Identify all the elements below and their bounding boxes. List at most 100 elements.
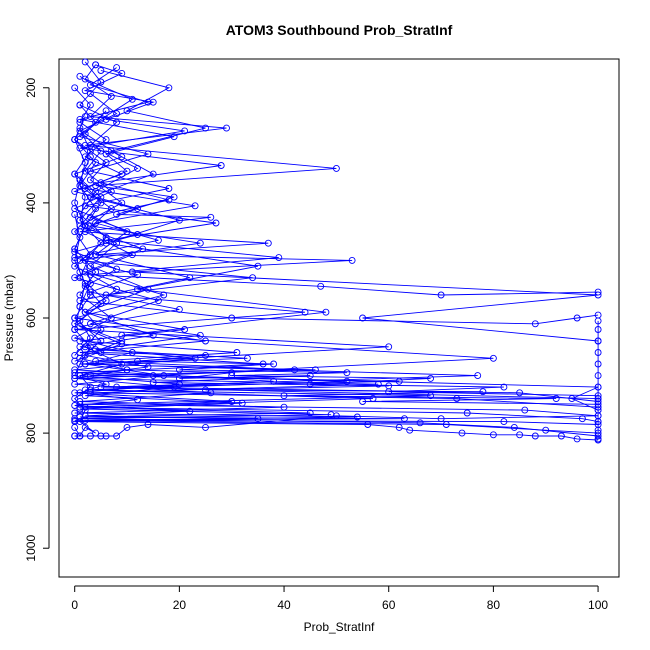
data-point <box>594 337 602 345</box>
x-tick-label: 60 <box>382 598 396 612</box>
data-point <box>97 300 105 308</box>
data-point <box>76 124 84 132</box>
chart-title: ATOM3 Southbound Prob_StratInf <box>226 22 453 38</box>
data-point <box>165 84 173 92</box>
data-point <box>107 205 115 213</box>
data-point <box>86 262 94 270</box>
data-point <box>134 231 141 238</box>
data-point <box>223 124 230 132</box>
data-point <box>86 432 94 440</box>
data-point <box>359 398 367 405</box>
x-tick-label: 20 <box>173 598 187 612</box>
x-axis-label: Prob_StratInf <box>304 620 375 634</box>
data-point <box>395 423 403 431</box>
data-point <box>332 412 340 420</box>
data-point <box>71 228 79 236</box>
data-point <box>81 351 89 359</box>
data-point <box>149 98 157 106</box>
data-point <box>181 127 189 135</box>
data-point <box>76 360 84 368</box>
data-point <box>102 159 110 167</box>
data-point <box>437 415 445 423</box>
data-point <box>385 343 393 351</box>
data-point <box>531 320 539 328</box>
data-point <box>102 297 110 305</box>
data-point <box>86 320 94 328</box>
data-point <box>202 423 209 431</box>
data-point <box>76 233 84 241</box>
data-point <box>71 402 79 409</box>
data-point <box>81 360 89 368</box>
data-point <box>510 423 518 431</box>
data-point <box>306 380 314 388</box>
data-point <box>332 164 340 172</box>
data-point <box>102 136 110 144</box>
data-point <box>170 133 178 141</box>
data-point <box>113 118 121 126</box>
series-7 <box>71 101 602 405</box>
data-point <box>71 136 79 144</box>
series-line <box>78 64 599 296</box>
data-point <box>128 251 136 259</box>
data-point <box>71 432 79 440</box>
data-point <box>474 372 482 380</box>
data-point <box>196 331 204 339</box>
y-tick-label: 800 <box>24 423 38 443</box>
data-point <box>500 383 508 391</box>
data-point <box>144 421 152 428</box>
data-point <box>139 245 147 253</box>
data-point <box>81 202 89 210</box>
data-point <box>228 398 236 405</box>
data-point <box>76 389 84 397</box>
data-point <box>144 285 152 293</box>
data-point <box>71 389 79 397</box>
data-point <box>81 416 89 424</box>
data-point <box>359 314 367 322</box>
data-point <box>149 331 157 339</box>
data-point <box>76 268 84 276</box>
data-point <box>552 395 560 403</box>
data-point <box>144 150 152 158</box>
data-point <box>92 219 100 227</box>
data-point <box>97 432 105 440</box>
data-point <box>123 167 131 175</box>
data-point <box>128 349 136 356</box>
data-point <box>71 423 79 431</box>
series-line <box>73 87 599 400</box>
data-point <box>92 118 100 126</box>
data-point <box>118 199 126 207</box>
data-point <box>264 239 272 247</box>
data-point <box>594 372 602 380</box>
data-point <box>102 150 110 158</box>
data-point <box>175 305 183 313</box>
series-line <box>73 127 599 423</box>
series-line <box>74 179 599 437</box>
data-point <box>594 435 602 443</box>
data-point <box>76 303 84 310</box>
data-point <box>81 392 89 400</box>
data-point <box>134 205 141 213</box>
data-point <box>86 213 94 221</box>
data-point <box>181 326 189 333</box>
data-point <box>97 349 105 356</box>
data-point <box>416 419 424 427</box>
data-point <box>71 326 79 333</box>
data-point <box>291 366 298 374</box>
series-5 <box>76 61 602 299</box>
data-point <box>71 170 79 178</box>
data-point <box>160 291 168 299</box>
data-point <box>165 196 173 204</box>
data-point <box>97 326 105 333</box>
axes-layer: 0 20 40 60 80 100 200 400 600 800 1000 <box>24 77 608 612</box>
data-point <box>134 357 141 365</box>
data-point <box>76 72 84 80</box>
data-point <box>306 372 314 380</box>
data-point <box>594 360 602 368</box>
data-point <box>76 115 84 123</box>
data-point <box>113 110 121 118</box>
data-point <box>97 179 105 187</box>
data-point <box>92 251 100 259</box>
data-point <box>113 64 121 72</box>
data-point <box>594 349 602 356</box>
data-point <box>406 426 414 434</box>
